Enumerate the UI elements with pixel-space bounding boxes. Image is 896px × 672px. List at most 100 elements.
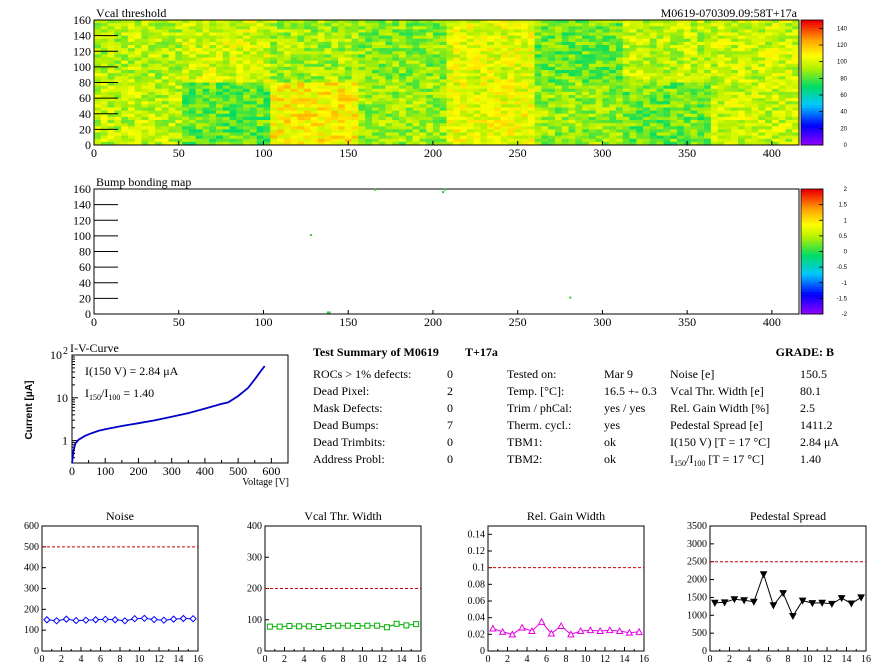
heatmap-cell — [371, 129, 380, 133]
vcal-width-point — [286, 623, 293, 629]
heatmap-cell — [344, 95, 352, 99]
heatmap-cell — [141, 141, 149, 146]
heatmap-cell — [568, 29, 576, 33]
heatmap-cell — [439, 73, 447, 77]
heatmap-cell — [643, 60, 651, 65]
heatmap-cell — [100, 113, 108, 118]
heatmap-cell — [351, 126, 359, 130]
heatmap-cell — [107, 79, 115, 83]
heatmap-cell — [670, 29, 678, 33]
heatmap-cell — [277, 104, 285, 108]
x-tick-label: 0 — [486, 654, 491, 665]
heatmap-cell — [697, 38, 705, 43]
heatmap-cell — [643, 95, 651, 99]
colorbar-swatch — [801, 47, 823, 51]
heatmap-cell — [656, 91, 664, 96]
heatmap-cell — [724, 79, 732, 83]
heatmap-cell — [534, 60, 542, 65]
heatmap-cell — [792, 98, 800, 102]
heatmap-cell — [690, 88, 698, 93]
heatmap-cell — [412, 60, 420, 65]
heatmap-cell — [717, 85, 725, 90]
y-tick-label: 300 — [247, 552, 262, 563]
pedestal-spread-point — [808, 600, 817, 608]
heatmap-cell — [202, 57, 210, 62]
y-tick-label: 1000 — [687, 610, 707, 621]
heatmap-cell — [588, 129, 597, 133]
heatmap-cell — [134, 82, 142, 87]
heatmap-cell — [717, 126, 725, 130]
heatmap-cell — [270, 91, 278, 96]
colorbar-swatch — [801, 85, 823, 88]
heatmap-cell — [751, 57, 759, 62]
x-tick-label: 0 — [708, 654, 713, 665]
heatmap-cell — [107, 98, 115, 102]
heatmap-cell — [263, 66, 271, 71]
heatmap-cell — [615, 23, 624, 27]
heatmap-cell — [683, 104, 691, 108]
heatmap-cell — [114, 66, 122, 71]
heatmap-cell — [392, 35, 400, 40]
heatmap-cell — [209, 57, 217, 62]
heatmap-cell — [155, 73, 163, 77]
heatmap-cell — [351, 82, 359, 87]
heatmap-cell — [588, 113, 597, 118]
heatmap-cell — [243, 110, 251, 115]
heatmap-cell — [195, 23, 203, 27]
heatmap-cell — [121, 32, 129, 37]
heatmap-cell — [466, 138, 475, 143]
heatmap-cell — [290, 54, 298, 58]
heatmap-cell — [473, 107, 481, 112]
heatmap-cell — [412, 129, 420, 133]
heatmap-cell — [643, 82, 651, 87]
heatmap-cell — [399, 38, 407, 43]
heatmap-cell — [256, 66, 264, 71]
heatmap-cell — [310, 63, 319, 68]
heatmap-cell — [493, 107, 502, 112]
heatmap-cell — [351, 60, 359, 65]
heatmap-cell — [554, 26, 563, 30]
heatmap-cell — [690, 126, 698, 130]
heatmap-cell — [697, 138, 705, 143]
heatmap-cell — [493, 82, 502, 87]
heatmap-cell — [195, 98, 203, 102]
heatmap-cell — [243, 129, 251, 133]
heatmap-cell — [588, 35, 597, 40]
heatmap-cell — [466, 135, 475, 140]
heatmap-cell — [460, 113, 468, 118]
heatmap-cell — [331, 135, 339, 140]
colorbar-swatch — [801, 306, 823, 310]
heatmap-cell — [412, 57, 420, 62]
heatmap-cell — [148, 29, 156, 33]
heatmap-cell — [141, 101, 149, 105]
heatmap-cell — [161, 123, 169, 127]
heatmap-cell — [765, 57, 773, 62]
heatmap-cell — [541, 135, 549, 140]
heatmap-cell — [419, 76, 427, 80]
heatmap-cell — [385, 79, 393, 83]
y-tick-label: 0.14 — [468, 529, 486, 540]
heatmap-cell — [446, 79, 454, 83]
heatmap-cell — [358, 51, 366, 55]
heatmap-cell — [127, 98, 136, 102]
heatmap-cell — [304, 41, 312, 46]
heatmap-cell — [209, 23, 217, 27]
heatmap-cell — [548, 26, 556, 30]
heatmap-cell — [378, 70, 386, 74]
heatmap-cell — [731, 129, 739, 133]
heatmap-cell — [670, 23, 678, 27]
heatmap-cell — [480, 91, 488, 96]
heatmap-cell — [155, 35, 163, 40]
heatmap-cell — [229, 60, 237, 65]
heatmap-cell — [317, 76, 325, 80]
heatmap-cell — [94, 76, 102, 80]
heatmap-cell — [297, 91, 305, 96]
heatmap-cell — [432, 132, 441, 137]
heatmap-cell — [432, 26, 441, 30]
heatmap-cell — [331, 138, 339, 143]
heatmap-cell — [195, 60, 203, 65]
heatmap-cell — [175, 73, 183, 77]
heatmap-cell — [751, 85, 759, 90]
heatmap-cell — [344, 126, 352, 130]
